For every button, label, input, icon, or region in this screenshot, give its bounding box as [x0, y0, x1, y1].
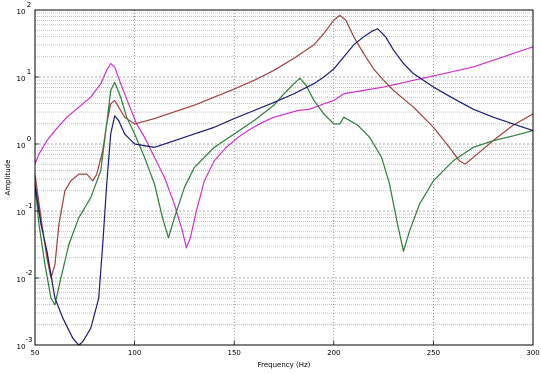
y-tick-exponent: -3: [26, 336, 33, 344]
plot-frame: [34, 9, 534, 346]
series-line-1: [34, 46, 534, 249]
y-tick-exponent: 1: [27, 68, 31, 76]
y-tick-label: 10: [17, 343, 26, 351]
x-axis: 50 100 150 200 250 300: [31, 341, 540, 357]
y-axis-label: Amplitude: [4, 160, 12, 196]
x-tick-label: 200: [327, 349, 340, 357]
y-tick-exponent: 0: [27, 135, 31, 143]
y-tick-label: 10: [17, 75, 26, 83]
x-axis-label: Frequency (Hz): [258, 361, 311, 369]
series-group: [34, 14, 534, 346]
y-tick-exponent: 2: [27, 1, 31, 9]
y-tick-label: 10: [17, 142, 26, 150]
x-tick-label: 250: [427, 349, 440, 357]
y-tick-label: 10: [17, 8, 26, 16]
y-tick-exponent: -2: [26, 269, 33, 277]
y-tick-label: 10: [17, 209, 26, 217]
series-line-2: [34, 14, 534, 279]
series-line-4: [34, 28, 534, 346]
series-line-3: [34, 77, 534, 306]
x-tick-label: 100: [128, 349, 141, 357]
y-tick-label: 10: [17, 276, 26, 284]
x-tick-label: 50: [31, 349, 40, 357]
x-tick-label: 150: [228, 349, 241, 357]
y-tick-exponent: -1: [26, 202, 33, 210]
x-tick-label: 300: [526, 349, 539, 357]
